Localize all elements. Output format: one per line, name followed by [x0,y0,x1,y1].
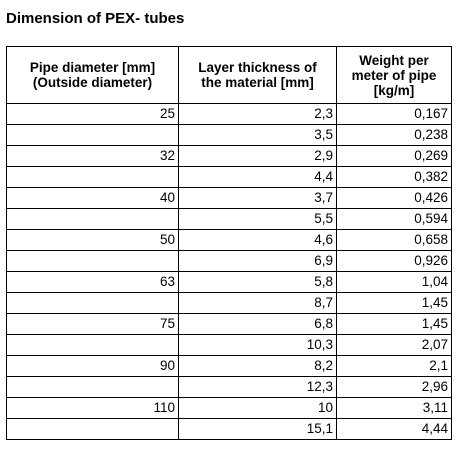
table-row: 110 10 3,11 [6,397,452,419]
cell-pipe-diameter: 25 [6,103,179,125]
table-row: 75 6,8 1,45 [6,313,452,335]
cell-weight: 0,238 [336,124,452,146]
cell-pipe-diameter [6,376,179,398]
pex-dimension-table: Pipe diameter [mm] (Outside diameter) La… [6,46,452,440]
cell-weight: 1,45 [336,292,452,314]
table-row: 12,3 2,96 [6,376,452,398]
cell-layer-thickness: 6,9 [178,250,337,272]
cell-weight: 0,594 [336,208,452,230]
header-pipe-diameter: Pipe diameter [mm] (Outside diameter) [6,46,179,104]
cell-layer-thickness: 8,2 [178,355,337,377]
cell-layer-thickness: 3,7 [178,187,337,209]
cell-weight: 2,07 [336,334,452,356]
table-row: 6,9 0,926 [6,250,452,272]
cell-layer-thickness: 3,5 [178,124,337,146]
cell-layer-thickness: 4,6 [178,229,337,251]
cell-weight: 0,658 [336,229,452,251]
cell-pipe-diameter: 63 [6,271,179,293]
cell-layer-thickness: 8,7 [178,292,337,314]
table-row: 90 8,2 2,1 [6,355,452,377]
cell-layer-thickness: 6,8 [178,313,337,335]
cell-layer-thickness: 5,8 [178,271,337,293]
cell-weight: 2,96 [336,376,452,398]
cell-pipe-diameter: 110 [6,397,179,419]
cell-pipe-diameter: 50 [6,229,179,251]
table-row: 32 2,9 0,269 [6,145,452,167]
cell-layer-thickness: 5,5 [178,208,337,230]
table-row: 40 3,7 0,426 [6,187,452,209]
cell-layer-thickness: 2,3 [178,103,337,125]
cell-weight: 4,44 [336,418,452,440]
cell-weight: 0,269 [336,145,452,167]
cell-pipe-diameter [6,292,179,314]
cell-layer-thickness: 12,3 [178,376,337,398]
table-header-row: Pipe diameter [mm] (Outside diameter) La… [6,46,452,104]
table-row: 10,3 2,07 [6,334,452,356]
cell-pipe-diameter [6,250,179,272]
cell-weight: 1,04 [336,271,452,293]
table-row: 25 2,3 0,167 [6,103,452,125]
cell-pipe-diameter: 75 [6,313,179,335]
cell-layer-thickness: 4,4 [178,166,337,188]
cell-weight: 1,45 [336,313,452,335]
cell-layer-thickness: 10 [178,397,337,419]
header-layer-thickness: Layer thickness of the material [mm] [178,46,337,104]
cell-layer-thickness: 15,1 [178,418,337,440]
cell-layer-thickness: 10,3 [178,334,337,356]
table-row: 8,7 1,45 [6,292,452,314]
cell-pipe-diameter: 32 [6,145,179,167]
cell-weight: 3,11 [336,397,452,419]
cell-weight: 0,926 [336,250,452,272]
cell-pipe-diameter [6,208,179,230]
table-row: 3,5 0,238 [6,124,452,146]
table-row: 63 5,8 1,04 [6,271,452,293]
table-row: 4,4 0,382 [6,166,452,188]
cell-weight: 0,382 [336,166,452,188]
header-weight-per-meter: Weight per meter of pipe [kg/m] [336,46,452,104]
cell-pipe-diameter [6,166,179,188]
page-title: Dimension of PEX- tubes [6,10,185,27]
cell-weight: 0,426 [336,187,452,209]
table-row: 15,1 4,44 [6,418,452,440]
cell-layer-thickness: 2,9 [178,145,337,167]
cell-pipe-diameter [6,334,179,356]
table-row: 50 4,6 0,658 [6,229,452,251]
cell-weight: 2,1 [336,355,452,377]
cell-pipe-diameter: 90 [6,355,179,377]
cell-pipe-diameter [6,418,179,440]
cell-weight: 0,167 [336,103,452,125]
table-row: 5,5 0,594 [6,208,452,230]
cell-pipe-diameter [6,124,179,146]
cell-pipe-diameter: 40 [6,187,179,209]
